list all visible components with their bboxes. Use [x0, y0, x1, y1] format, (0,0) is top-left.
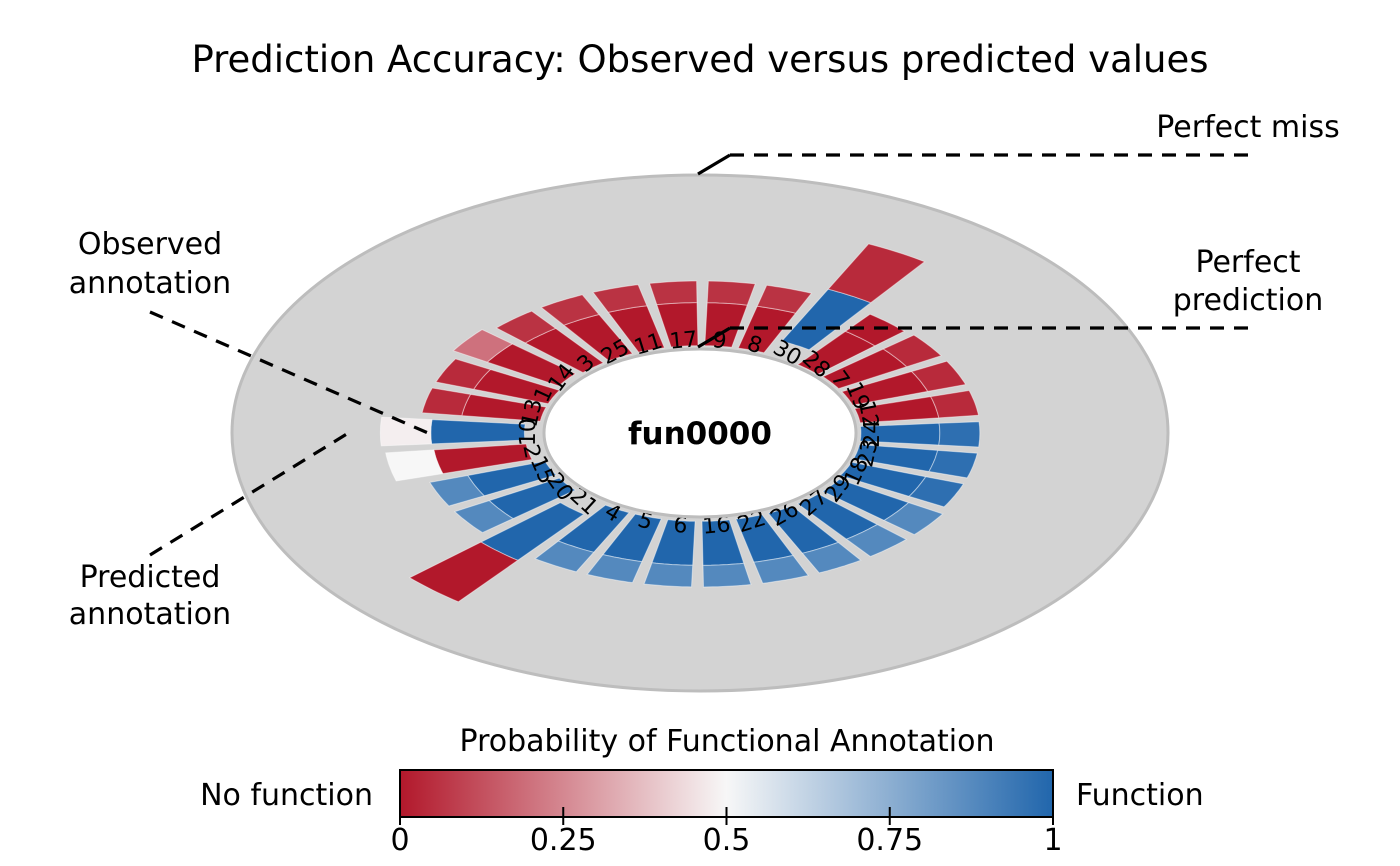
chart-center-hole [542, 347, 858, 519]
predicted-segment-17 [648, 280, 698, 306]
perfect-prediction-leader [697, 326, 731, 349]
perfect-prediction-label-line2: prediction [1173, 283, 1324, 318]
perfect-miss-label: Perfect miss [1156, 110, 1339, 145]
observed-segment-10 [430, 419, 526, 445]
predicted-segment-23 [928, 449, 978, 479]
observed-segment-17 [656, 301, 699, 348]
predicted-segment-5 [586, 554, 643, 584]
predicted-segment-19 [910, 360, 967, 392]
predicted-segment-4 [534, 540, 595, 573]
observed-segment-1 [472, 368, 561, 405]
segments-layer [379, 243, 981, 603]
perfect-miss-leader [697, 153, 731, 176]
predicted-segment-20 [453, 500, 515, 534]
predicted-segment-9 [706, 280, 756, 306]
predicted-segment-11 [592, 284, 648, 313]
predicted-segment-2 [385, 449, 444, 482]
observed-annotation-dashed-line [149, 310, 429, 435]
chart-title: Prediction Accuracy: Observed versus pre… [191, 38, 1208, 81]
predicted-annotation-dashed-line [149, 430, 351, 557]
predicted-segment-8 [756, 284, 813, 314]
observed-segment-13 [461, 393, 547, 422]
colorbar-tick-label: 1 [1043, 823, 1062, 858]
predicted-segment-10 [379, 416, 433, 447]
predicted-segment-18 [908, 476, 965, 508]
predicted-segment-26 [801, 541, 862, 574]
sample-label-13: 13 [517, 397, 547, 430]
predicted-segment-1 [435, 358, 492, 390]
colorbar-title: Probability of Functional Annotation [460, 724, 995, 759]
colorbar-ticks: 0 0.25 0.5 0.75 1 [390, 807, 1063, 858]
colorbar-right-label: Function [1076, 778, 1204, 813]
observed-segment-16 [701, 519, 745, 566]
predicted-segment-13 [421, 387, 472, 417]
colorbar-tick-label: 0 [390, 823, 409, 858]
sample-label-10: 10 [516, 418, 541, 446]
predicted-segment-30 [827, 243, 926, 304]
predicted-segment-6 [643, 562, 694, 588]
sample-label-24: 24 [860, 420, 885, 448]
observed-segment-4 [557, 504, 631, 553]
colorbar-tick-label: 0.25 [530, 823, 597, 858]
predicted-segment-16 [702, 562, 752, 588]
observed-segment-29 [821, 478, 910, 521]
sample-label-9: 9 [711, 328, 728, 354]
observed-segment-12 [853, 396, 940, 424]
predicted-segment-15 [429, 474, 486, 507]
predicted-annotation-label-line2: annotation [69, 597, 231, 632]
colorbar-tick-label: 0.75 [856, 823, 923, 858]
predicted-segment-12 [929, 389, 980, 419]
sample-label-12: 12 [853, 398, 883, 430]
sample-label-2: 2 [517, 442, 544, 461]
predicted-segment-7 [882, 334, 943, 368]
sample-label-6: 6 [672, 513, 689, 539]
predicted-segment-3 [495, 310, 557, 344]
center-label: fun0000 [628, 416, 772, 452]
predicted-segment-29 [883, 502, 944, 536]
predicted-segment-22 [753, 554, 810, 584]
colorbar-tick-label: 0.5 [703, 823, 751, 858]
predicted-segment-25 [540, 294, 600, 326]
sample-label-23: 23 [853, 437, 883, 470]
predicted-segment-27 [845, 523, 908, 558]
predicted-segment-28 [844, 313, 906, 347]
predicted-segment-24 [938, 421, 981, 448]
predicted-annotation-label-line1: Predicted [80, 560, 221, 595]
predicted-segment-21 [408, 541, 519, 603]
observed-annotation-label-line1: Observed [78, 227, 222, 262]
observed-annotation-label-line2: annotation [69, 266, 231, 301]
colorbar-left-label: No function [200, 778, 373, 813]
predicted-segment-14 [452, 329, 514, 363]
perfect-prediction-label-line1: Perfect [1195, 245, 1300, 280]
